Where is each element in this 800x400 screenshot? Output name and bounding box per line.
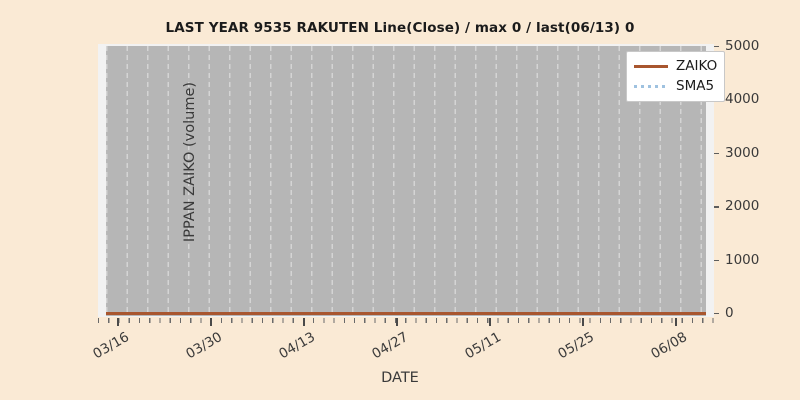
- legend-label-sma5: SMA5: [676, 78, 715, 94]
- legend-label-zaiko: ZAIKO: [676, 58, 718, 74]
- x-tick-mark: [582, 318, 584, 326]
- x-tick-label: 06/08: [648, 329, 690, 363]
- y-axis-label: IPPAN ZAIKO (volume): [182, 81, 198, 243]
- y-tick-mark: [714, 313, 719, 315]
- x-tick-mark: [675, 318, 677, 326]
- y-tick-mark: [714, 152, 719, 155]
- x-minor-ticks: [98, 318, 714, 323]
- series-line-zaiko: [106, 312, 706, 315]
- legend-swatch-sma5: [634, 80, 668, 92]
- y-tick-label: 1000: [725, 251, 760, 268]
- x-axis-label: DATE: [381, 370, 419, 386]
- y-tick-mark: [714, 206, 719, 208]
- x-tick-label: 05/25: [555, 329, 597, 363]
- chart-title: LAST YEAR 9535 RAKUTEN Line(Close) / max…: [165, 20, 635, 36]
- legend-item-zaiko[interactable]: ZAIKO: [634, 56, 717, 76]
- x-tick-label: 05/11: [462, 329, 504, 363]
- y-tick-mark: [714, 46, 719, 48]
- y-tick-mark: [714, 259, 719, 261]
- x-tick-label: 04/13: [276, 329, 318, 363]
- x-tick-mark: [303, 318, 305, 326]
- plot-frame: IPPAN ZAIKO (volume): [98, 44, 714, 317]
- chart-legend[interactable]: ZAIKO SMA5: [626, 51, 726, 102]
- y-tick-label: 2000: [725, 198, 760, 215]
- x-tick-label: 03/30: [183, 329, 225, 363]
- x-tick-label: 03/16: [90, 329, 132, 363]
- y-tick-label: 0: [725, 305, 734, 321]
- x-tick-mark: [396, 318, 398, 326]
- x-tick-mark: [210, 318, 212, 326]
- y-tick-label: 5000: [725, 38, 760, 54]
- legend-item-sma5[interactable]: SMA5: [634, 76, 717, 96]
- plot-area: [106, 46, 706, 316]
- x-tick-label: 04/27: [369, 329, 411, 363]
- legend-swatch-zaiko: [634, 60, 668, 72]
- y-tick-label: 4000: [725, 91, 760, 108]
- x-tick-mark: [489, 318, 491, 326]
- gridlines: [106, 46, 706, 316]
- x-tick-mark: [117, 318, 119, 326]
- y-tick-label: 3000: [725, 144, 760, 161]
